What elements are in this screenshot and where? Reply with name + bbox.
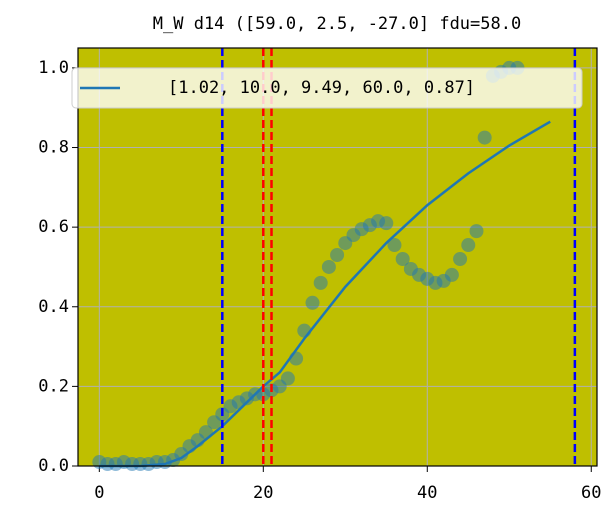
data-point xyxy=(280,371,295,386)
data-point xyxy=(395,251,410,266)
data-point xyxy=(477,130,492,145)
legend-box xyxy=(71,67,583,109)
x-tick-label: 0 xyxy=(94,483,104,503)
y-tick-label: 1.0 xyxy=(38,58,69,78)
y-tick-label: 0.6 xyxy=(38,217,69,237)
data-point xyxy=(461,238,476,253)
data-point xyxy=(379,216,394,231)
data-point xyxy=(469,224,484,239)
data-point xyxy=(330,248,345,263)
data-point xyxy=(387,238,402,253)
y-tick-label: 0.0 xyxy=(38,456,69,476)
data-point xyxy=(305,295,320,310)
x-tick-label: 20 xyxy=(253,483,273,503)
y-tick-label: 0.4 xyxy=(38,297,69,317)
y-tick-label: 0.2 xyxy=(38,376,69,396)
plot-frame xyxy=(77,47,598,467)
data-point xyxy=(444,267,459,282)
legend-label: [1.02, 10.0, 9.49, 60.0, 0.87] xyxy=(168,78,475,98)
x-tick-label: 60 xyxy=(581,483,601,503)
data-point xyxy=(453,251,468,266)
data-point xyxy=(313,275,328,290)
data-point xyxy=(321,259,336,274)
x-tick-label: 40 xyxy=(417,483,437,503)
chart-title: M_W d14 ([59.0, 2.5, -27.0] fdu=58.0 xyxy=(153,14,521,34)
y-tick-label: 0.8 xyxy=(38,138,69,158)
